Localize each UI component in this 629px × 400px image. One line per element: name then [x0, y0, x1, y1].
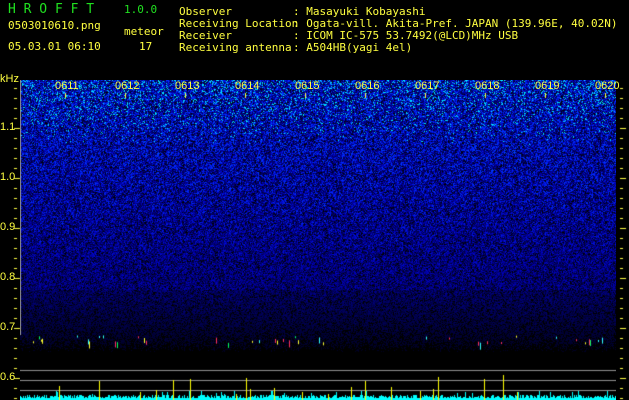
- time-tick-label: 0616: [355, 80, 380, 92]
- y-tick-label: 0.9: [0, 221, 16, 233]
- y-tick-label: 0.7: [0, 321, 16, 333]
- info-label: Receiver: [179, 29, 232, 42]
- y-tick-label: 1.1: [0, 121, 16, 133]
- spectrogram: [20, 80, 616, 400]
- time-tick-label: 0619: [535, 80, 560, 92]
- y-tick-label: 0.6: [0, 371, 16, 383]
- info-label: Observer: [179, 5, 232, 18]
- info-value: : Ogata-vill. Akita-Pref. JAPAN (139.96E…: [293, 17, 618, 30]
- app-version: 1.0.0: [124, 3, 158, 16]
- meteor-count: 17: [139, 40, 153, 53]
- time-tick-label: 0612: [115, 80, 140, 92]
- info-value: : ICOM IC-575 53.7492(@LCD)MHz USB: [293, 29, 519, 42]
- file-name: 0503010610.png: [8, 19, 101, 32]
- info-label: Receiving Location: [179, 17, 299, 30]
- file-datetime: 05.03.01 06:10: [8, 40, 101, 53]
- info-value: : Masayuki Kobayashi: [293, 5, 426, 18]
- meteor-label: meteor: [124, 25, 164, 38]
- time-tick-label: 0615: [295, 80, 320, 92]
- y-tick-label: 1.0: [0, 171, 16, 183]
- app-title: H R O F F T: [8, 2, 95, 17]
- time-tick-label: 0618: [475, 80, 500, 92]
- time-tick-label: 0620: [595, 80, 620, 92]
- info-value: : A504HB(yagi 4el): [293, 41, 413, 54]
- time-tick-label: 0614: [235, 80, 260, 92]
- info-label: Receiving antenna: [179, 41, 292, 54]
- y-tick-label: 0.8: [0, 271, 16, 283]
- time-tick-label: 0611: [55, 80, 79, 92]
- time-tick-label: 0613: [175, 80, 200, 92]
- app-name: H R O F F T: [8, 2, 95, 17]
- y-axis-unit: kHz: [0, 73, 19, 85]
- time-tick-label: 0617: [415, 80, 440, 92]
